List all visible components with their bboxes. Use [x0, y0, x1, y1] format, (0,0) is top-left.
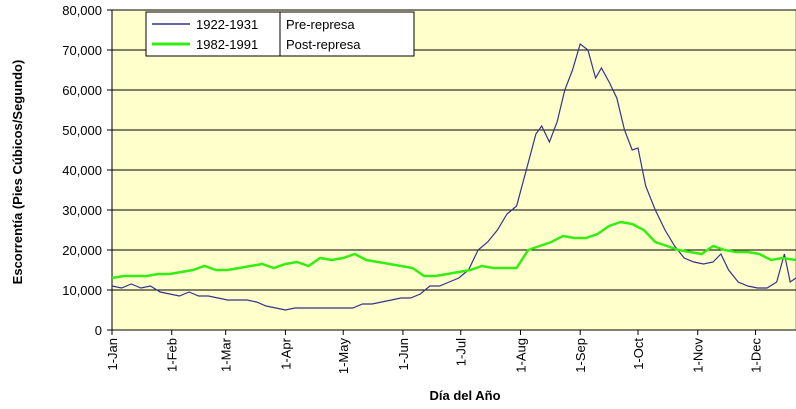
x-tick-label: 1-Feb	[165, 338, 180, 372]
y-tick-label: 40,000	[62, 163, 102, 178]
x-tick-label: 1-Oct	[631, 338, 646, 370]
x-tick-label: 1-Mar	[219, 337, 234, 372]
legend-note: Post-represa	[286, 37, 361, 52]
legend-label: 1982-1991	[196, 37, 258, 52]
y-tick-label: 0	[95, 323, 102, 338]
x-tick-label: 1-Jun	[396, 338, 411, 371]
x-tick-label: 1-Apr	[278, 337, 293, 369]
y-tick-label: 10,000	[62, 283, 102, 298]
x-tick-label: 1-Nov	[691, 338, 706, 373]
y-tick-label: 80,000	[62, 3, 102, 18]
y-tick-label: 50,000	[62, 123, 102, 138]
x-tick-label: 1-Sep	[573, 338, 588, 373]
series-line	[111, 220, 796, 280]
x-tick-label: 1-Aug	[513, 338, 528, 373]
legend-note: Pre-represa	[286, 17, 355, 32]
y-tick-label: 70,000	[62, 43, 102, 58]
y-tick-label: 60,000	[62, 83, 102, 98]
legend-label: 1922-1931	[196, 17, 258, 32]
series-line	[111, 42, 796, 311]
y-tick-label: 20,000	[62, 243, 102, 258]
x-tick-label: 1-Jul	[454, 338, 469, 366]
x-tick-label: 1-May	[336, 338, 351, 375]
x-tick-label: 1-Jan	[105, 338, 120, 371]
x-tick-label: 1-Dec	[749, 338, 764, 373]
y-axis-title: Escorrentía (Pies Cúbicos/Segundo)	[10, 60, 25, 285]
x-axis-title: Día del Año	[429, 388, 500, 403]
y-tick-label: 30,000	[62, 203, 102, 218]
